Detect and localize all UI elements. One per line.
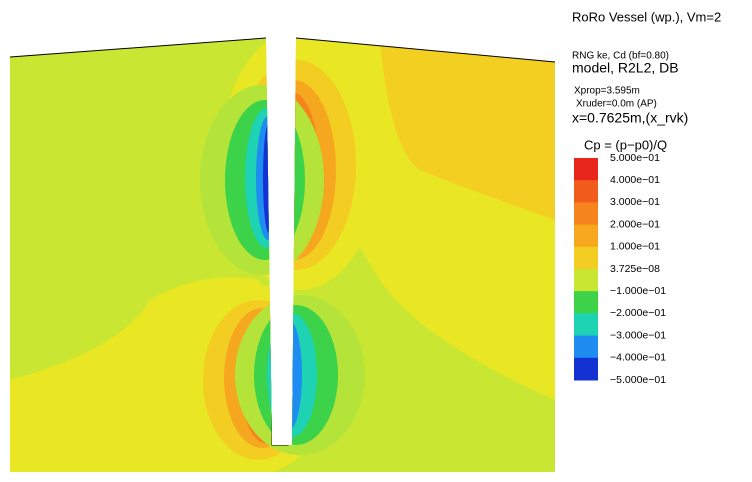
colorbar-label: 3.725e−08 — [610, 263, 660, 275]
info-line: x=0.7625m,(x_rvk) — [572, 110, 688, 126]
colorbar-label: 3.000e−01 — [610, 196, 660, 208]
colorbar-label: 1.000e−01 — [610, 241, 660, 253]
contour-plot — [10, 38, 555, 472]
colorbar-label: 4.000e−01 — [610, 174, 660, 186]
colorbar-swatch — [574, 357, 598, 381]
colorbar-label: −2.000e−01 — [610, 307, 666, 319]
info-line: RNG ke, Cd (bf=0.80) — [572, 51, 669, 62]
colorbar-label: 5.000e−01 — [610, 152, 660, 164]
colorbar-swatch — [574, 158, 598, 181]
info-line: Xprop=3.595m — [574, 86, 640, 97]
colorbar-swatch — [574, 335, 598, 359]
legend-title: Cp = (p−p0)/Q — [584, 137, 667, 152]
colorbar-swatch — [574, 269, 598, 292]
colorbar-label: 2.000e−01 — [610, 218, 660, 230]
colorbar-label: −5.000e−01 — [610, 374, 666, 386]
colorbar-swatch — [574, 313, 598, 337]
colorbar-label: −3.000e−01 — [610, 329, 666, 341]
colorbar-swatch — [574, 246, 598, 270]
colorbar-swatch — [574, 202, 598, 226]
colorbar-label: −1.000e−01 — [610, 285, 666, 297]
colorbar-swatch — [574, 180, 598, 203]
colorbar-label: −4.000e−01 — [610, 352, 666, 364]
colorbar-swatch — [574, 224, 598, 248]
info-line: Xruder=0.0m (AP) — [576, 99, 657, 110]
colorbar-swatch — [574, 291, 598, 314]
colorbar: 5.000e−01 4.000e−01 3.000e−01 2.000e−01 1.00… — [574, 152, 666, 386]
domain-edge — [9, 37, 556, 63]
title: RoRo Vessel (wp.), Vm=2 — [572, 9, 721, 24]
info-line: model, R2L2, DB — [572, 60, 679, 76]
